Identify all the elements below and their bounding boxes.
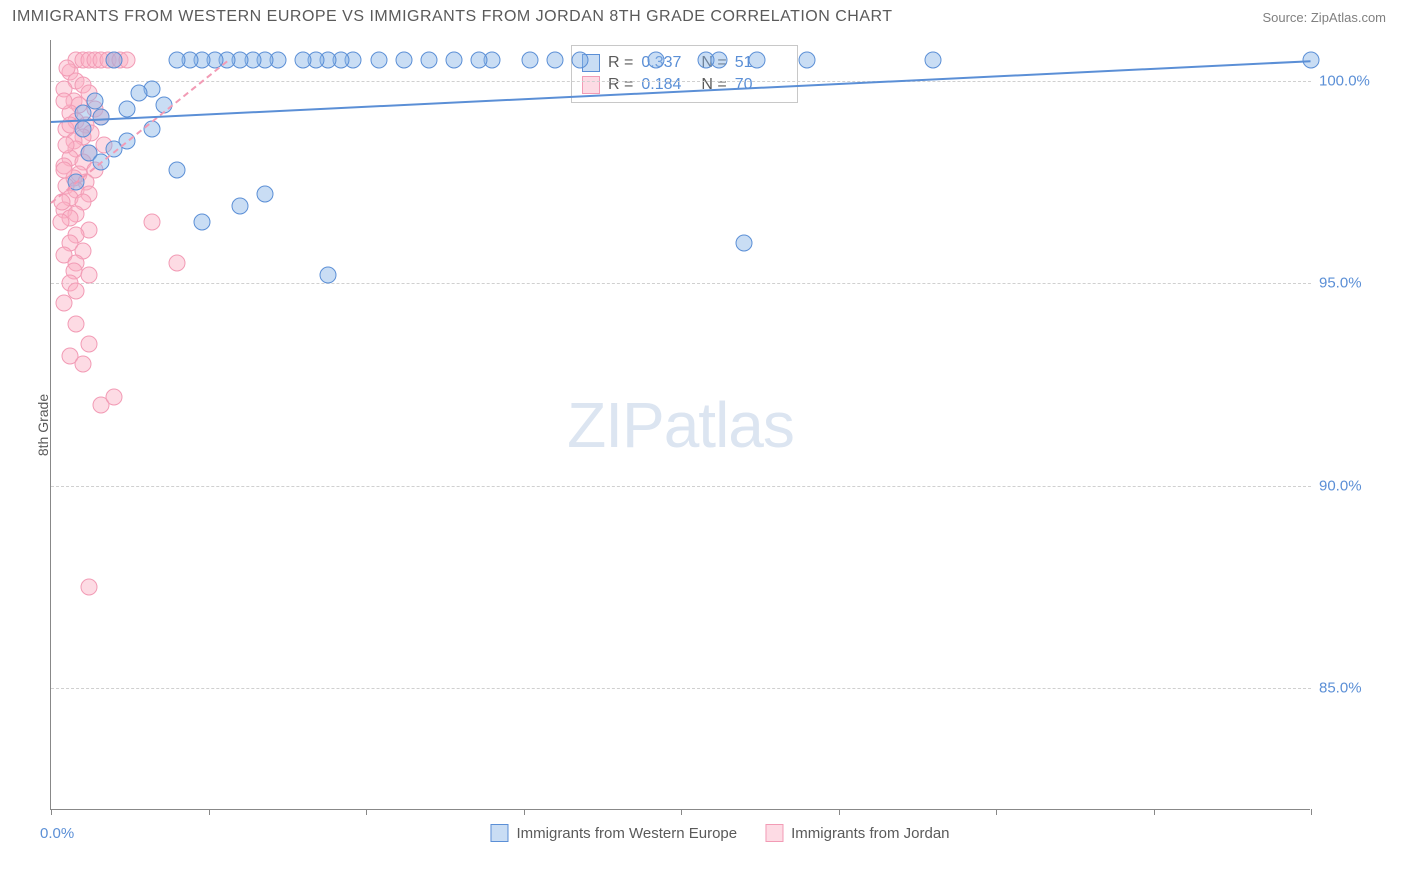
scatter-point [320, 267, 337, 284]
scatter-point [471, 52, 488, 69]
legend-swatch-pink [582, 76, 600, 94]
scatter-point [194, 214, 211, 231]
scatter-point [74, 356, 91, 373]
scatter-point [446, 52, 463, 69]
source-label: Source: ZipAtlas.com [1262, 10, 1386, 25]
scatter-point [421, 52, 438, 69]
stat-r-label: R = [608, 76, 633, 94]
scatter-point [799, 52, 816, 69]
scatter-point [736, 234, 753, 251]
scatter-point [93, 109, 110, 126]
y-axis-title: 8th Grade [35, 394, 51, 456]
scatter-point [131, 84, 148, 101]
x-tick [839, 809, 840, 815]
x-tick [51, 809, 52, 815]
scatter-point [55, 295, 72, 312]
watermark: ZIPatlas [567, 388, 794, 462]
scatter-point [169, 161, 186, 178]
legend-item-pink: Immigrants from Jordan [765, 824, 949, 842]
y-tick-label: 95.0% [1319, 275, 1362, 292]
plot-area: ZIPatlas R = 0.337 N = 51 R = 0.184 N = … [50, 40, 1310, 810]
scatter-point [370, 52, 387, 69]
x-tick [1311, 809, 1312, 815]
stat-r-label: R = [608, 54, 633, 72]
scatter-point [521, 52, 538, 69]
scatter-point [547, 52, 564, 69]
y-tick-label: 100.0% [1319, 72, 1370, 89]
bottom-legend: Immigrants from Western Europe Immigrant… [490, 824, 949, 842]
scatter-point [118, 100, 135, 117]
stats-row-pink: R = 0.184 N = 70 [582, 74, 787, 96]
chart-container: 8th Grade ZIPatlas R = 0.337 N = 51 R = … [50, 40, 1390, 810]
scatter-point [143, 214, 160, 231]
scatter-point [169, 52, 186, 69]
scatter-point [169, 254, 186, 271]
scatter-point [58, 137, 75, 154]
gridline [51, 688, 1311, 689]
scatter-point [68, 315, 85, 332]
scatter-point [748, 52, 765, 69]
scatter-point [572, 52, 589, 69]
scatter-point [55, 92, 72, 109]
scatter-point [395, 52, 412, 69]
scatter-point [698, 52, 715, 69]
watermark-zip: ZIP [567, 389, 664, 461]
scatter-point [257, 186, 274, 203]
x-tick [996, 809, 997, 815]
scatter-point [925, 52, 942, 69]
gridline [51, 81, 1311, 82]
scatter-point [87, 92, 104, 109]
scatter-point [74, 121, 91, 138]
scatter-point [80, 267, 97, 284]
scatter-point [53, 214, 70, 231]
scatter-point [80, 335, 97, 352]
scatter-point [232, 198, 249, 215]
scatter-point [295, 52, 312, 69]
watermark-atlas: atlas [664, 389, 794, 461]
scatter-point [59, 60, 76, 77]
chart-title: IMMIGRANTS FROM WESTERN EUROPE VS IMMIGR… [12, 8, 893, 26]
gridline [51, 283, 1311, 284]
gridline [51, 486, 1311, 487]
x-tick [681, 809, 682, 815]
scatter-point [80, 579, 97, 596]
scatter-point [106, 52, 123, 69]
x-tick [366, 809, 367, 815]
legend-label-blue: Immigrants from Western Europe [516, 825, 737, 842]
legend-label-pink: Immigrants from Jordan [791, 825, 949, 842]
legend-item-blue: Immigrants from Western Europe [490, 824, 737, 842]
scatter-point [106, 388, 123, 405]
legend-swatch-pink [765, 824, 783, 842]
scatter-point [647, 52, 664, 69]
y-tick-label: 85.0% [1319, 680, 1362, 697]
x-tick [209, 809, 210, 815]
x-axis-label-min: 0.0% [40, 825, 74, 842]
y-tick-label: 90.0% [1319, 477, 1362, 494]
x-tick [1154, 809, 1155, 815]
legend-swatch-blue [490, 824, 508, 842]
x-tick [524, 809, 525, 815]
